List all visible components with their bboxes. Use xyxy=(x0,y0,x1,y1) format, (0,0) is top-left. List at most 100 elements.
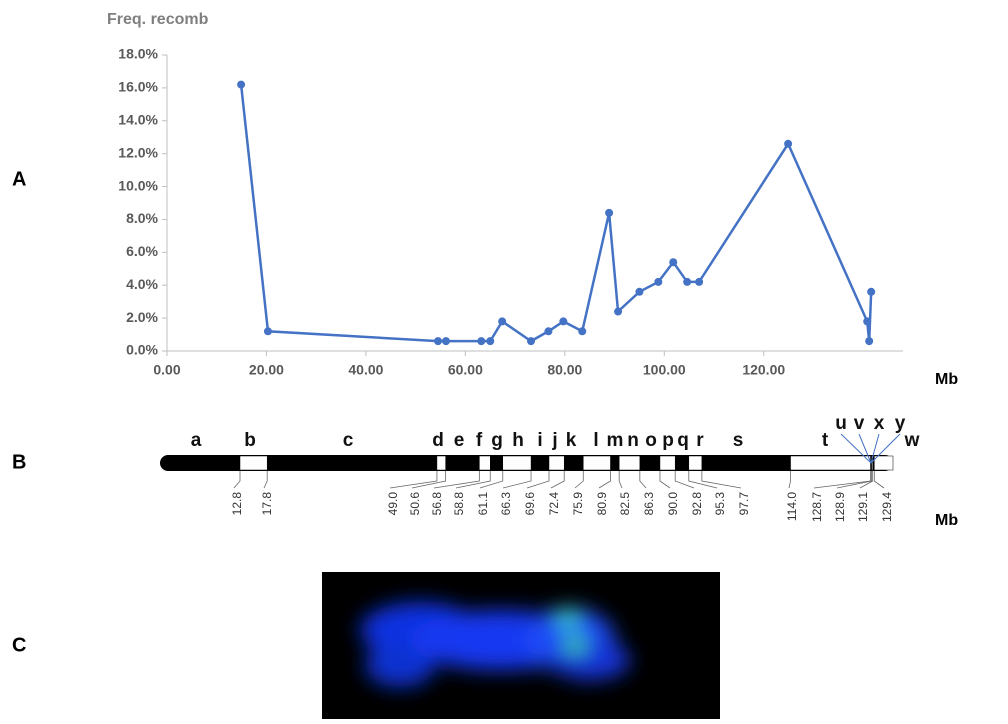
y-tick-label: 2.0% xyxy=(126,309,158,325)
data-point xyxy=(263,327,272,336)
position-label: 17.8 xyxy=(260,492,274,516)
x-tick-label: 100.00 xyxy=(643,362,686,378)
ideogram-unit: Mb xyxy=(935,512,958,529)
leader-line xyxy=(813,471,871,489)
position-label: 66.3 xyxy=(499,492,513,516)
panel-label: B xyxy=(12,451,26,473)
band-label: r xyxy=(696,430,704,451)
leader-line xyxy=(433,471,480,489)
band xyxy=(583,455,611,471)
leader-line xyxy=(550,471,565,489)
band-label: p xyxy=(662,430,674,451)
y-tick-label: 4.0% xyxy=(126,276,158,292)
band-label: i xyxy=(537,430,542,451)
data-point xyxy=(614,307,623,316)
y-tick-label: 6.0% xyxy=(126,243,158,259)
band-label: u xyxy=(835,413,847,434)
band xyxy=(239,455,268,471)
data-point xyxy=(237,80,246,89)
position-label: 72.4 xyxy=(547,492,561,516)
position-label: 75.9 xyxy=(571,492,585,516)
band xyxy=(790,455,871,471)
band-label: k xyxy=(566,430,577,451)
leader-line xyxy=(389,471,438,489)
position-label: 90.0 xyxy=(666,492,680,516)
leader-line xyxy=(411,471,447,489)
band xyxy=(688,455,703,471)
position-label: 69.6 xyxy=(523,492,537,516)
y-tick-label: 14.0% xyxy=(118,111,158,127)
position-label: 50.6 xyxy=(408,492,422,516)
leader-line xyxy=(688,471,718,489)
leader-line xyxy=(233,471,241,489)
pointer xyxy=(858,433,872,464)
panel-label: A xyxy=(12,168,26,190)
position-label: 97.7 xyxy=(737,492,751,516)
band-label: a xyxy=(191,430,202,451)
band-label: j xyxy=(551,430,557,451)
leader-line xyxy=(659,471,671,489)
leader-line xyxy=(788,471,791,489)
leader-line xyxy=(574,471,584,489)
band-label: m xyxy=(607,430,624,451)
microscopy-image xyxy=(322,572,720,719)
band-label: l xyxy=(593,430,598,451)
pointer xyxy=(870,433,901,464)
data-line xyxy=(239,84,873,343)
data-point xyxy=(559,317,568,326)
data-point xyxy=(867,287,876,296)
position-label: 80.9 xyxy=(595,492,609,516)
band-label: t xyxy=(822,430,829,451)
data-point xyxy=(683,277,692,286)
band-label: o xyxy=(645,430,657,451)
data-point xyxy=(635,287,644,296)
position-label: 129.4 xyxy=(880,492,894,522)
leader-line xyxy=(701,471,742,489)
y-tick-label: 18.0% xyxy=(118,46,158,62)
band xyxy=(479,455,491,471)
leader-line xyxy=(873,471,885,489)
band-label: w xyxy=(904,430,920,451)
band xyxy=(502,455,532,471)
data-point xyxy=(441,337,450,346)
y-tick-label: 0.0% xyxy=(126,342,158,358)
band-label: v xyxy=(854,413,865,434)
position-label: 58.8 xyxy=(452,492,466,516)
data-point xyxy=(486,337,495,346)
pointer xyxy=(840,433,872,464)
band xyxy=(618,455,641,471)
position-label: 49.0 xyxy=(386,492,400,516)
x-tick-label: 20.00 xyxy=(249,362,284,378)
band-label: g xyxy=(491,430,503,451)
leader-line xyxy=(618,471,623,489)
leader-line xyxy=(836,471,872,489)
data-point xyxy=(654,277,663,286)
position-label: 114.0 xyxy=(785,492,799,521)
position-label: 128.9 xyxy=(833,492,847,522)
data-point xyxy=(695,277,704,286)
band-label: c xyxy=(343,430,354,451)
data-point xyxy=(498,317,507,326)
position-label: 128.7 xyxy=(810,492,824,522)
data-point xyxy=(863,317,872,326)
data-point xyxy=(784,139,793,148)
band-label: b xyxy=(244,430,256,451)
band-label: d xyxy=(432,430,444,451)
band xyxy=(659,455,676,471)
band-label: f xyxy=(476,430,483,451)
band-label: s xyxy=(733,430,744,451)
position-label: 95.3 xyxy=(713,492,727,516)
position-label: 86.3 xyxy=(642,492,656,516)
band xyxy=(548,455,565,471)
leader-line xyxy=(526,471,550,489)
pointer xyxy=(870,433,880,464)
position-label: 12.8 xyxy=(230,492,244,516)
band-label: e xyxy=(454,430,465,451)
leader-line xyxy=(263,471,268,489)
data-point xyxy=(578,327,587,336)
band-label: n xyxy=(627,430,639,451)
position-label: 61.1 xyxy=(476,492,490,516)
x-tick-label: 60.00 xyxy=(448,362,483,378)
data-point xyxy=(669,258,678,267)
